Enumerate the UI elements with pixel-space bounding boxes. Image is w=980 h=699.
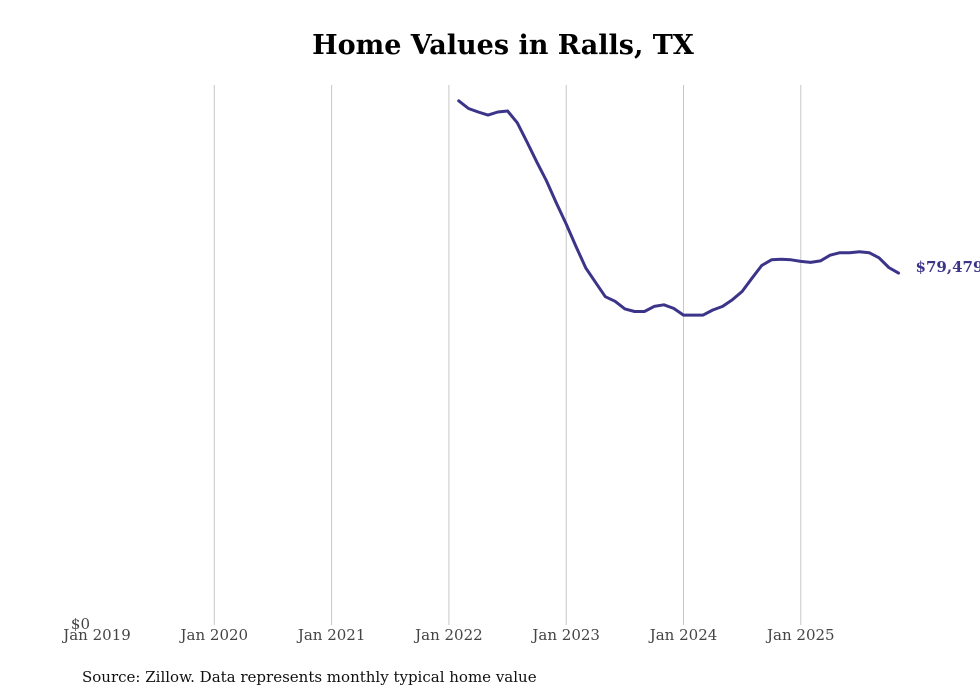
y-tick-label: $0 xyxy=(71,615,90,633)
x-tick-label: Jan 2019 xyxy=(61,626,131,644)
series-layer xyxy=(457,99,900,317)
x-tick-label: Jan 2022 xyxy=(413,626,483,644)
x-tick-label: Jan 2021 xyxy=(296,626,366,644)
x-tick-label: Jan 2023 xyxy=(530,626,600,644)
end-value-label: $79,479 xyxy=(916,258,980,276)
series-line xyxy=(457,99,900,317)
x-tick-label: Jan 2024 xyxy=(648,626,718,644)
chart-title: Home Values in Ralls, TX xyxy=(312,30,694,61)
source-note: Source: Zillow. Data represents monthly … xyxy=(82,668,537,686)
axis-labels: Jan 2019 Jan 2020 Jan 2021 Jan 2022 Jan 2023… xyxy=(61,258,980,644)
x-tick-label: Jan 2020 xyxy=(179,626,249,644)
x-tick-label: Jan 2025 xyxy=(765,626,835,644)
gridlines xyxy=(213,85,802,625)
